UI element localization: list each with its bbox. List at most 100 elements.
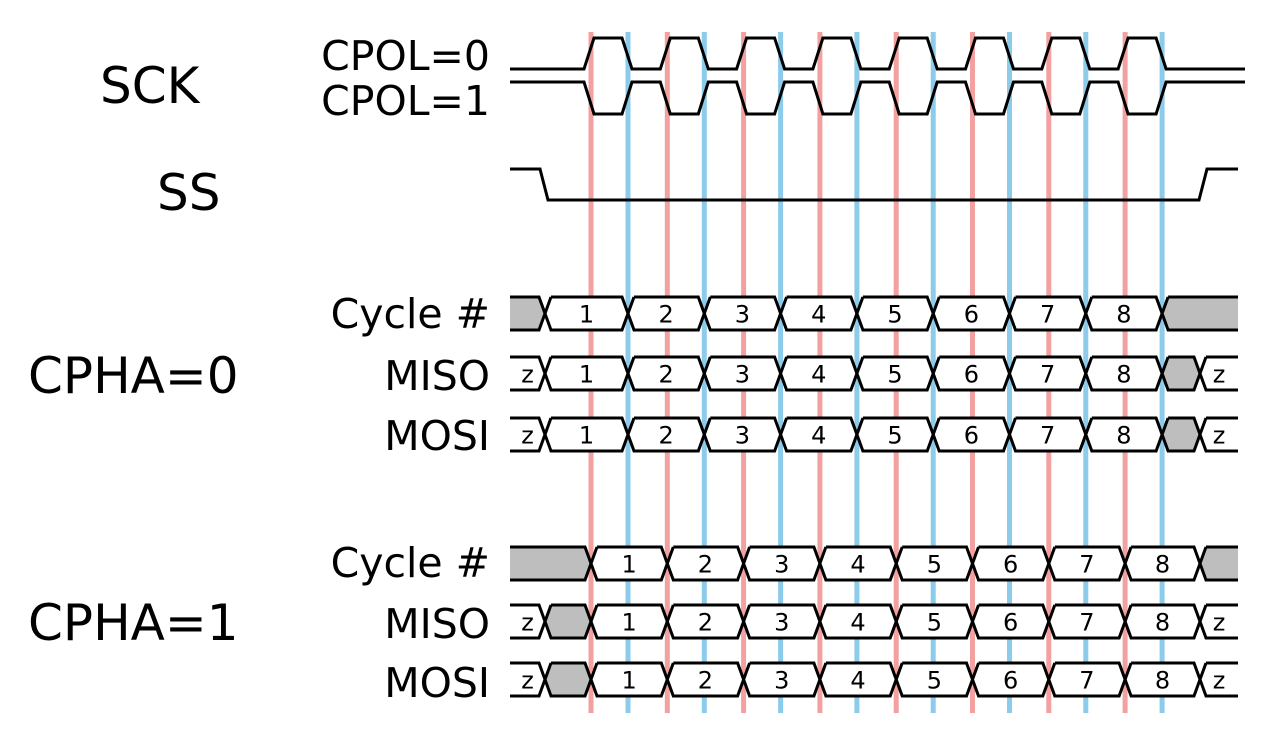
- cpha1-mosi-segment-outline: [665, 661, 746, 698]
- cpha1-cycle-bit-2: 2: [698, 551, 713, 579]
- cpha0-miso-segment-outline: [1198, 355, 1238, 392]
- cpha1-miso-segment-fill: [1125, 605, 1200, 638]
- waveforms: 1 2 3 4 5 6 7 8 z 1 2 3 4 5 6 7 8 z z 1 2 3 4 5 6 7 8 z 1 2 3 4 5 6 7 8 z 1 2 3…: [510, 36, 1245, 698]
- cpha1-miso-segment-fill: [972, 605, 1049, 638]
- cpha0-miso-bit-4: 4: [811, 361, 826, 389]
- cpha0-mosi-segment-outline: [1198, 416, 1238, 453]
- cpha0-mosi-high-z-label: z: [1213, 422, 1226, 450]
- cpha0-label: CPHA=0: [28, 347, 239, 405]
- cpha0-cycle-segment-fill: [933, 297, 1010, 330]
- cpha0-miso-high-z-label: z: [521, 361, 534, 389]
- cpha1-mosi-bit-2: 2: [698, 667, 713, 695]
- cpha0-mosi-segment-outline: [1007, 416, 1088, 453]
- cpha0-mosi-segment-fill: [1162, 418, 1200, 451]
- cpha1-mosi-bit-3: 3: [774, 667, 789, 695]
- cpha1-miso-segment-fill: [819, 605, 897, 638]
- cpha1-miso-segment-outline: [543, 603, 593, 640]
- cpha1-cycle-bit-6: 6: [1003, 551, 1018, 579]
- cpha0-miso-bit-5: 5: [887, 361, 902, 389]
- cpha0-miso-segment-fill: [933, 357, 1010, 390]
- cpha1-cycle-segment-outline: [894, 545, 975, 582]
- cpha0-miso-segment-fill: [628, 357, 705, 390]
- cpha1-cycle-segment-fill: [1200, 547, 1238, 580]
- cpha1-mosi-segment-fill: [743, 663, 820, 696]
- ss-waveform: [510, 167, 1238, 202]
- cpha1-miso-segment-fill: [667, 605, 744, 638]
- cpha1-miso-bit-1: 1: [622, 609, 637, 637]
- cpha0-miso-segment-outline: [626, 355, 706, 392]
- cpha1-mosi-segment-outline: [1047, 661, 1127, 698]
- cpha1-miso-bit-8: 8: [1155, 609, 1170, 637]
- cpha1-miso-high-z-label: z: [521, 609, 534, 637]
- cpha1-miso-segment-outline: [894, 603, 975, 640]
- cpha1-cycle-segment-outline: [1047, 545, 1127, 582]
- cpha1-miso-high-z-label: z: [1213, 609, 1226, 637]
- cpha1-miso-segment-outline: [589, 603, 669, 640]
- cpha0-mosi-segment-fill: [1085, 418, 1163, 451]
- cpha0-mosi-bit-8: 8: [1116, 422, 1131, 450]
- cpha0-mosi-segment-fill: [780, 418, 857, 451]
- cpha0-miso-segment-outline: [1084, 355, 1164, 392]
- cpha0-miso-bit-2: 2: [659, 361, 674, 389]
- cpha1-cycle-segment-fill: [972, 547, 1049, 580]
- cpha0-mosi-segment-outline: [779, 416, 859, 453]
- cpha0-cycle-segment-fill: [510, 297, 545, 330]
- cpha0-cycle-segment-outline: [855, 295, 935, 332]
- cpha0-miso-segment-outline: [855, 355, 935, 392]
- cpha1-cycle-segment-outline: [1123, 545, 1202, 582]
- cpha0-miso-segment-outline: [779, 355, 859, 392]
- cpha0-mosi-bit-7: 7: [1040, 422, 1055, 450]
- cpha0-mosi-segment-fill: [1200, 418, 1238, 451]
- cpha1-miso-segment-outline: [1047, 603, 1127, 640]
- cpha0-cycle-segment-outline: [626, 295, 706, 332]
- cpha0-mosi-bit-5: 5: [887, 422, 902, 450]
- cpha1-cycle-segment-outline: [589, 545, 669, 582]
- cpha1-miso-bit-2: 2: [698, 609, 713, 637]
- cpha0-miso-segment-fill: [1162, 357, 1200, 390]
- cpha0-cycle-bit-1: 1: [579, 301, 594, 329]
- cpha0-miso-bit-8: 8: [1116, 361, 1131, 389]
- cpha1-cycle-segment-outline: [1198, 545, 1238, 582]
- cpha0-cycle-bit-2: 2: [659, 301, 674, 329]
- cpha1-miso-bit-3: 3: [774, 609, 789, 637]
- cpha0-miso-segment-outline: [931, 355, 1012, 392]
- cpha1-cycle-segment-outline: [742, 545, 822, 582]
- cpol0-label: CPOL=0: [321, 32, 490, 80]
- cpha0-mosi-segment-fill: [1009, 418, 1086, 451]
- cpha1-miso-segment-fill: [1200, 605, 1238, 638]
- cpha0-cycle-segment-outline: [1007, 295, 1088, 332]
- cpha0-cycle-segment-fill: [1009, 297, 1086, 330]
- cpha0-cycle-bit-4: 4: [811, 301, 826, 329]
- cpha0-cycle-segment-fill: [1085, 297, 1163, 330]
- cpha1-miso-segment-outline: [665, 603, 746, 640]
- cpha1-mosi-segment-outline: [970, 661, 1051, 698]
- cpha0-mosi-bit-6: 6: [964, 422, 979, 450]
- cpha0-mosi-segment-outline: [931, 416, 1012, 453]
- cpha1-mosi-bit-4: 4: [850, 667, 865, 695]
- cpha1-mosi-segment-fill: [1200, 663, 1238, 696]
- cpha0-cycle-segment-fill: [628, 297, 705, 330]
- cpha1-miso-bit-7: 7: [1079, 609, 1094, 637]
- cpha0-miso-segment-outline: [1007, 355, 1088, 392]
- cpha0-miso-high-z-label: z: [1213, 361, 1226, 389]
- cpha1-miso-bit-5: 5: [927, 609, 942, 637]
- cpha1-cycle-segment-outline: [818, 545, 898, 582]
- cpha1-cycle-segment-fill: [896, 547, 973, 580]
- cpha1-mosi-segment-outline: [894, 661, 975, 698]
- cpha0-mosi-bit-4: 4: [811, 422, 826, 450]
- cpha0-mosi-segment-fill: [628, 418, 705, 451]
- cpha1-miso-segment-fill: [591, 605, 668, 638]
- cpha1-mosi-bit-1: 1: [622, 667, 637, 695]
- cpha1-cycle-bit-5: 5: [927, 551, 942, 579]
- cpha0-mosi-segment-outline: [626, 416, 706, 453]
- cpha0-miso-segment-fill: [545, 357, 628, 390]
- cpha1-miso-bit-6: 6: [1003, 609, 1018, 637]
- cpha1-mosi-bit-8: 8: [1155, 667, 1170, 695]
- cpha1-cycle-segment-fill: [1125, 547, 1200, 580]
- cpha0-miso-label: MISO: [384, 352, 490, 400]
- cpha1-miso-segment-outline: [1198, 603, 1238, 640]
- cpha1-cycle-label: Cycle #: [331, 539, 490, 587]
- cpha0-mosi-segment-fill: [545, 418, 628, 451]
- signal-labels: SCK CPOL=0 CPOL=1 SS Cycle # MISO MOSI C…: [28, 32, 490, 707]
- cpha0-cycle-label: Cycle #: [331, 290, 490, 338]
